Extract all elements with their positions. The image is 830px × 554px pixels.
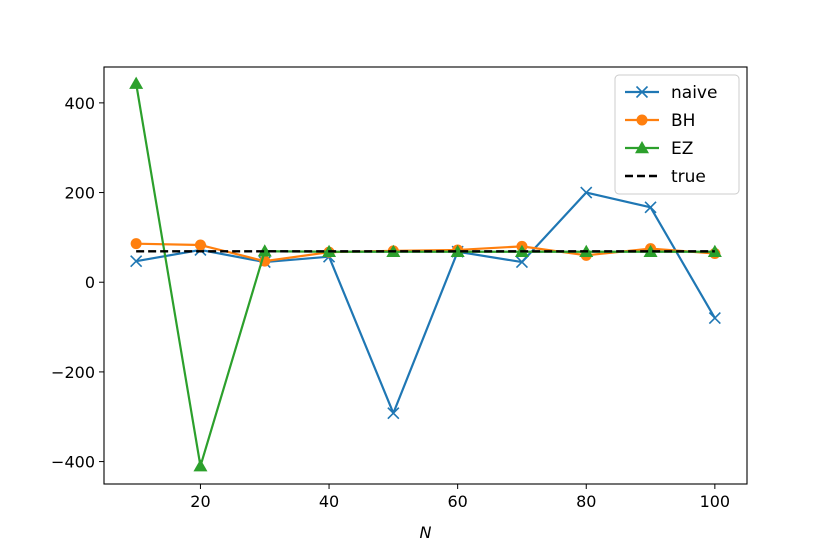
- x-tick-label: 100: [700, 492, 731, 511]
- y-axis: −400 −200 0 200 400: [51, 94, 104, 472]
- point-EZ: [450, 244, 465, 257]
- point-naive-stroke: [387, 407, 400, 420]
- series-layer: [129, 76, 722, 472]
- point-BH: [194, 239, 206, 251]
- series-naive: [130, 186, 721, 420]
- x-axis-label: N: [420, 523, 432, 542]
- point-EZ: [129, 76, 144, 89]
- point-naive: [708, 312, 721, 325]
- legend-marker-EZ: [635, 141, 649, 154]
- point-naive: [130, 255, 143, 268]
- point-naive: [387, 407, 400, 420]
- x-axis: 20 40 60 80 100: [190, 484, 730, 511]
- y-tick-label: −400: [51, 453, 95, 472]
- point-naive-stroke: [130, 255, 143, 268]
- legend-item-BH: BH: [625, 111, 695, 131]
- legend-item-true: true: [625, 167, 706, 187]
- point-EZ: [257, 244, 272, 257]
- point-naive-stroke: [644, 201, 657, 214]
- point-naive-stroke: [580, 186, 593, 199]
- point-naive: [580, 186, 593, 199]
- x-tick-label: 80: [576, 492, 596, 511]
- x-tick-label: 20: [190, 492, 210, 511]
- point-naive: [515, 255, 529, 269]
- legend-item-EZ: EZ: [625, 139, 693, 159]
- x-tick-label: 60: [447, 492, 467, 511]
- legend-label-true: true: [671, 167, 706, 187]
- legend-marker-BH: [636, 114, 648, 126]
- legend-marker-naive: [635, 85, 649, 99]
- x-tick-label: 40: [319, 492, 339, 511]
- axes-frame: [103, 66, 748, 485]
- legend-box: [614, 74, 740, 195]
- legend-label-BH: BH: [671, 111, 695, 131]
- y-tick-label: −200: [51, 363, 95, 382]
- legend-label-naive: naive: [671, 83, 717, 103]
- point-EZ: [193, 459, 208, 472]
- legend: naive BH EZ true: [614, 74, 740, 195]
- legend-marker-naive-stroke: [635, 85, 649, 99]
- point-naive-stroke: [708, 312, 721, 325]
- legend-item-naive: naive: [625, 83, 717, 103]
- series-line-naive: [135, 191, 716, 415]
- legend-label-EZ: EZ: [671, 139, 693, 159]
- y-tick-label: 200: [64, 184, 95, 203]
- y-tick-label: 400: [64, 94, 95, 113]
- point-naive: [644, 201, 657, 214]
- y-tick-label: 0: [85, 273, 95, 292]
- point-BH: [130, 238, 142, 250]
- point-naive-stroke: [515, 255, 529, 269]
- point-EZ: [643, 244, 658, 257]
